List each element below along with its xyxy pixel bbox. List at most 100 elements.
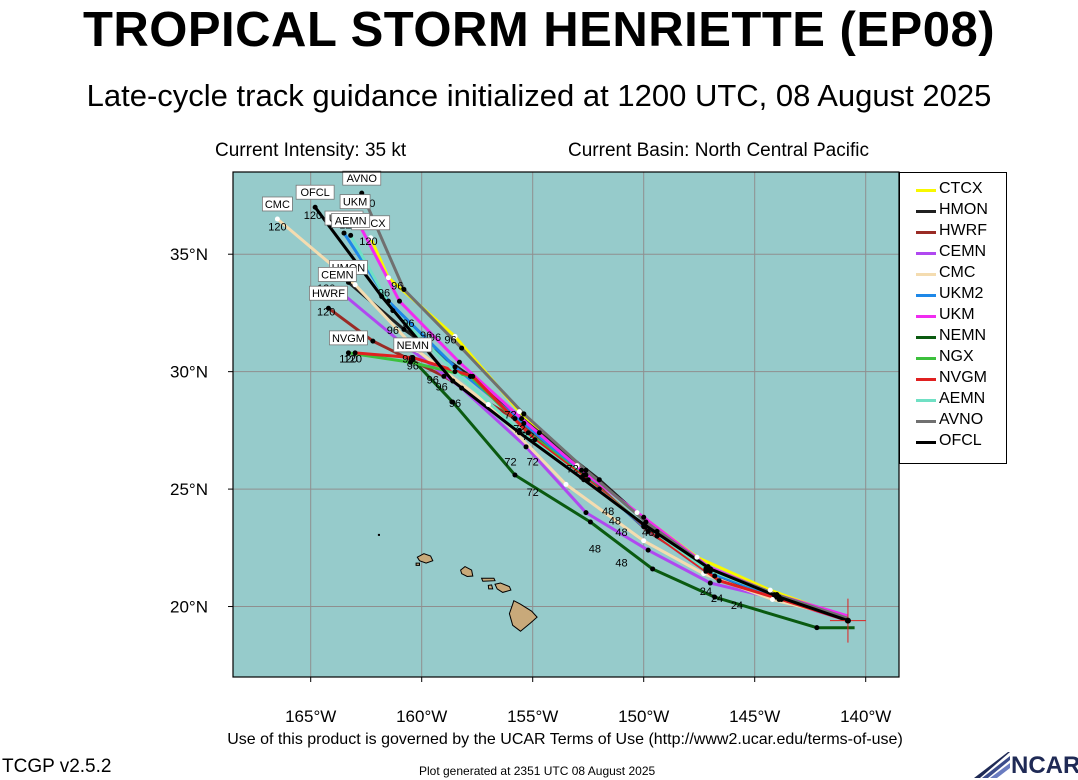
legend-swatch [916,357,936,360]
model-label-cemn: CEMN [321,269,353,281]
generated-timestamp: Plot generated at 2351 UTC 08 August 202… [419,764,656,778]
x-tick-label: 160°W [396,707,447,726]
legend-swatch [916,315,936,318]
legend-swatch [916,252,936,255]
track-point [379,293,385,299]
hawaiian-island [508,599,538,632]
model-label-nemn: NEMN [397,340,429,352]
legend-swatch [916,336,936,339]
track-point [579,467,585,473]
y-tick-label: 30°N [170,363,208,382]
model-label-ukm: UKM [343,197,367,209]
forecast-hour-label: 48 [589,544,601,556]
legend-label: AVNO [939,411,984,428]
x-tick-label: 150°W [618,707,669,726]
track-point [274,216,280,222]
forecast-hour-label: 120 [359,236,377,248]
legend-item: UKM2 [900,285,1006,306]
x-tick-label: 165°W [285,707,336,726]
track-point [485,402,491,408]
track-point [641,538,647,544]
forecast-hour-label: 72 [527,487,539,499]
track-point [452,333,458,339]
ocean-background [233,172,899,677]
current-intensity: Current Intensity: 35 kt [215,140,407,161]
forecast-hour-label: 48 [609,515,621,527]
forecast-hour-label: 24 [700,586,712,598]
forecast-hour-label: 48 [615,558,627,570]
track-point [585,477,591,483]
track-point [536,430,542,436]
forecast-hour-label: 96 [402,318,414,330]
legend-item: HMON [900,201,1006,222]
hawaiian-island [487,584,494,590]
forecast-hour-label: 72 [504,410,516,422]
track-point [654,533,660,539]
forecast-hour-label: 96 [444,334,456,346]
forecast-hour-label: 48 [602,506,614,518]
track-point [385,275,391,281]
x-tick-label: 140°W [840,707,891,726]
forecast-hour-label: 120 [344,353,362,365]
track-point [385,298,391,304]
track-point [390,308,396,314]
terms-of-use: Use of this product is governed by the U… [227,731,903,748]
track-point [596,486,602,492]
legend-item: UKM [900,306,1006,327]
hawaiian-island [480,577,496,582]
track-point [596,477,602,483]
model-label-box [261,196,293,212]
track-point [574,463,580,469]
forecast-hour-label: 48 [615,527,627,539]
forecast-hour-label: 96 [402,353,414,365]
forecast-hour-label: 72 [567,464,579,476]
legend-swatch [916,420,936,423]
track-point [401,286,407,292]
legend-label: NGX [939,348,974,365]
forecast-hour-label: 96 [378,287,390,299]
model-label-avno: AVNO [347,173,378,185]
track-point [516,409,522,415]
legend-label: HMON [939,201,988,218]
model-label-box [342,170,382,186]
track-point [712,573,718,579]
track-point [523,444,529,450]
track-point [345,350,351,356]
track-point [341,230,347,236]
legend-item: AVNO [900,411,1006,432]
forecast-hour-label: 96 [407,360,419,372]
legend-item: CMC [900,264,1006,285]
model-label-ngx: NVGM [332,333,365,345]
track-point [370,338,376,344]
forecast-hour-label: 72 [522,431,534,443]
track-point [521,420,527,426]
track-point [397,298,402,304]
track-point [368,235,374,241]
legend-item: CEMN [900,243,1006,264]
hawaiian-island [377,533,380,536]
forecast-hour-label: 24 [731,600,743,612]
track-point [654,528,660,534]
track-point [401,326,407,332]
ncar-logo-text: NCAR [1011,752,1078,779]
version-label: TCGP v2.5.2 [2,756,112,777]
track-point [525,430,531,436]
forecast-hour-label: 72 [504,457,516,469]
track-point [641,514,647,520]
legend-label: CTCX [939,180,983,197]
hawaiian-island [415,562,420,566]
x-tick-label: 145°W [729,707,780,726]
legend-item: AEMN [900,390,1006,411]
legend-label: NEMN [939,327,987,344]
model-label-box [329,330,368,346]
track-point [703,566,709,572]
track-point [587,519,593,525]
model-label-box [295,184,335,200]
track-point [452,364,458,370]
x-tick-label: 155°W [507,707,558,726]
track-point [707,580,713,586]
track-point [563,481,569,487]
track-point [767,587,773,593]
legend-swatch [916,189,936,192]
current-position-marker [844,617,851,624]
